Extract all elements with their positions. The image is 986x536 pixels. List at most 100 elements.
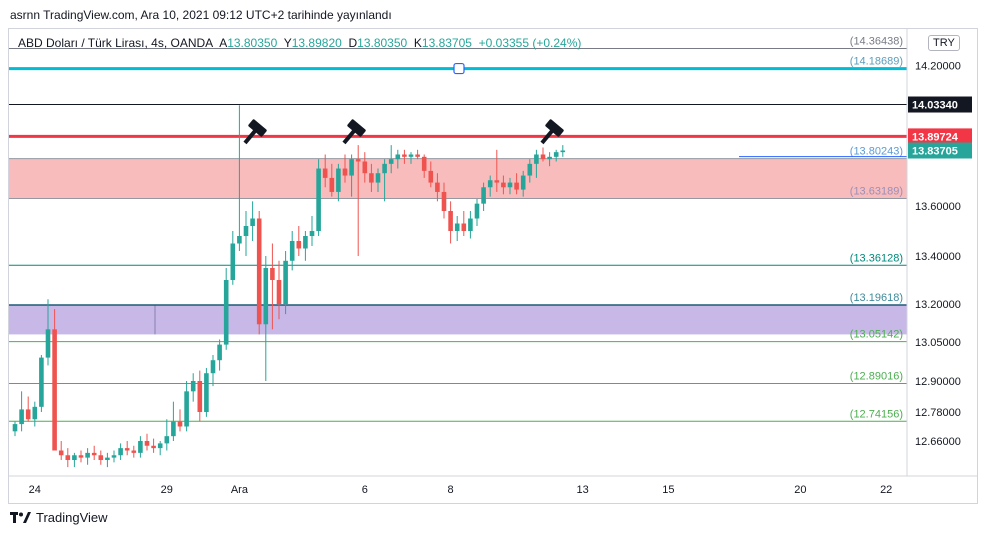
x-tick-6: 15 [662,484,674,496]
candles-layer [12,105,566,468]
y-tick-1: 13.60000 [915,201,961,213]
zone-0 [9,158,907,199]
x-tick-4: 8 [448,484,454,496]
candle [171,401,176,441]
legend-close: 13.83705 [421,36,472,50]
footer-brand[interactable]: TradingView [10,510,108,525]
candle [289,231,295,271]
candle [395,149,401,169]
footer-brand-text: TradingView [36,510,108,525]
candle [151,438,156,453]
x-tick-0: 24 [29,484,41,496]
candle [98,450,104,465]
candle [124,441,130,456]
candle [12,421,18,437]
candle [111,450,117,463]
candle [19,391,24,432]
candle [105,452,110,468]
last-price-label: 13.83705 [912,145,958,157]
candle [230,231,236,285]
legend-open: 13.80350 [227,36,278,50]
level-label-10: (12.74156) [850,408,903,420]
x-tick-3: 6 [362,484,368,496]
y-tick-6: 12.78000 [915,407,961,419]
chart-frame[interactable]: (14.36438) (14.18689) (13.80243) (13.63189)… [8,28,978,504]
x-tick-5: 13 [576,484,588,496]
level-label-bg-2 [908,96,972,113]
candle [355,145,361,256]
x-tick-1: 29 [161,484,173,496]
candle [65,448,71,468]
candle [303,231,308,261]
candle [58,441,64,460]
level-label-3: 13.89724 [912,131,959,143]
candle [144,433,150,451]
candle [39,355,44,412]
candle [197,370,203,422]
time-axis[interactable]: 24 29 Ara 6 8 13 15 20 22 [9,475,977,496]
level-label-bg-3 [908,128,972,145]
x-tick-8: 22 [880,484,892,496]
last-price-bg [908,142,972,159]
zones-layer [9,158,907,335]
levels-layer: (14.36438) (14.18689) (13.80243) (13.63189)… [9,36,907,422]
markers-layer [243,119,564,145]
legend-change: +0.03355 (+0.24%) [478,36,582,50]
candle [25,396,31,422]
candle [85,448,90,465]
line-handle[interactable] [453,62,465,75]
candle [131,445,137,458]
candle [283,251,288,315]
candle [91,445,97,460]
candle [157,441,163,456]
legend-c-label: K [413,36,422,50]
candle [309,216,315,246]
legend-l-label: D [348,36,358,50]
level-label-9: (12.89016) [850,371,903,383]
candle [316,159,321,236]
price-axis[interactable]: 14.03340 13.89724 13.83705 14.20000 13.60000… [906,29,972,476]
candle [382,159,387,202]
candle [501,175,506,195]
x-tick-2: Ara [231,484,249,496]
candle [435,173,440,202]
candle [210,355,216,387]
candle [336,163,341,202]
candle [415,149,420,160]
candle [362,152,368,183]
level-label-2: 14.03340 [912,100,958,112]
level-label-8: (13.05142) [850,329,903,341]
y-tick-2: 13.40000 [915,251,961,263]
candle [329,163,335,197]
x-tick-7: 20 [794,484,806,496]
candle [428,161,434,188]
candle [527,159,533,183]
candle [514,173,519,195]
candle [553,149,559,162]
candle [52,309,57,451]
candle [441,182,447,219]
candle [270,243,275,330]
candle [296,226,302,256]
price-chart[interactable]: (14.36438) (14.18689) (13.80243) (13.63189)… [9,29,977,503]
currency-button[interactable]: TRY [928,35,960,51]
level-label-4: (13.80243) [850,146,903,158]
candle [507,177,513,195]
level-label-6: (13.36128) [850,252,903,264]
candle [474,198,480,226]
candle [243,211,249,256]
candle [468,211,473,239]
y-tick-7: 12.66000 [915,436,961,448]
candle [45,299,51,366]
gavel-icon [342,119,366,145]
candle [322,154,328,188]
candle [487,175,493,197]
gavel-icon [540,119,564,145]
candle [454,216,460,241]
legend-low: 13.80350 [357,36,408,50]
candle [369,163,374,192]
candle [217,339,222,371]
candle [276,260,282,320]
legend-h-label: Y [283,36,292,50]
candle [118,443,123,460]
